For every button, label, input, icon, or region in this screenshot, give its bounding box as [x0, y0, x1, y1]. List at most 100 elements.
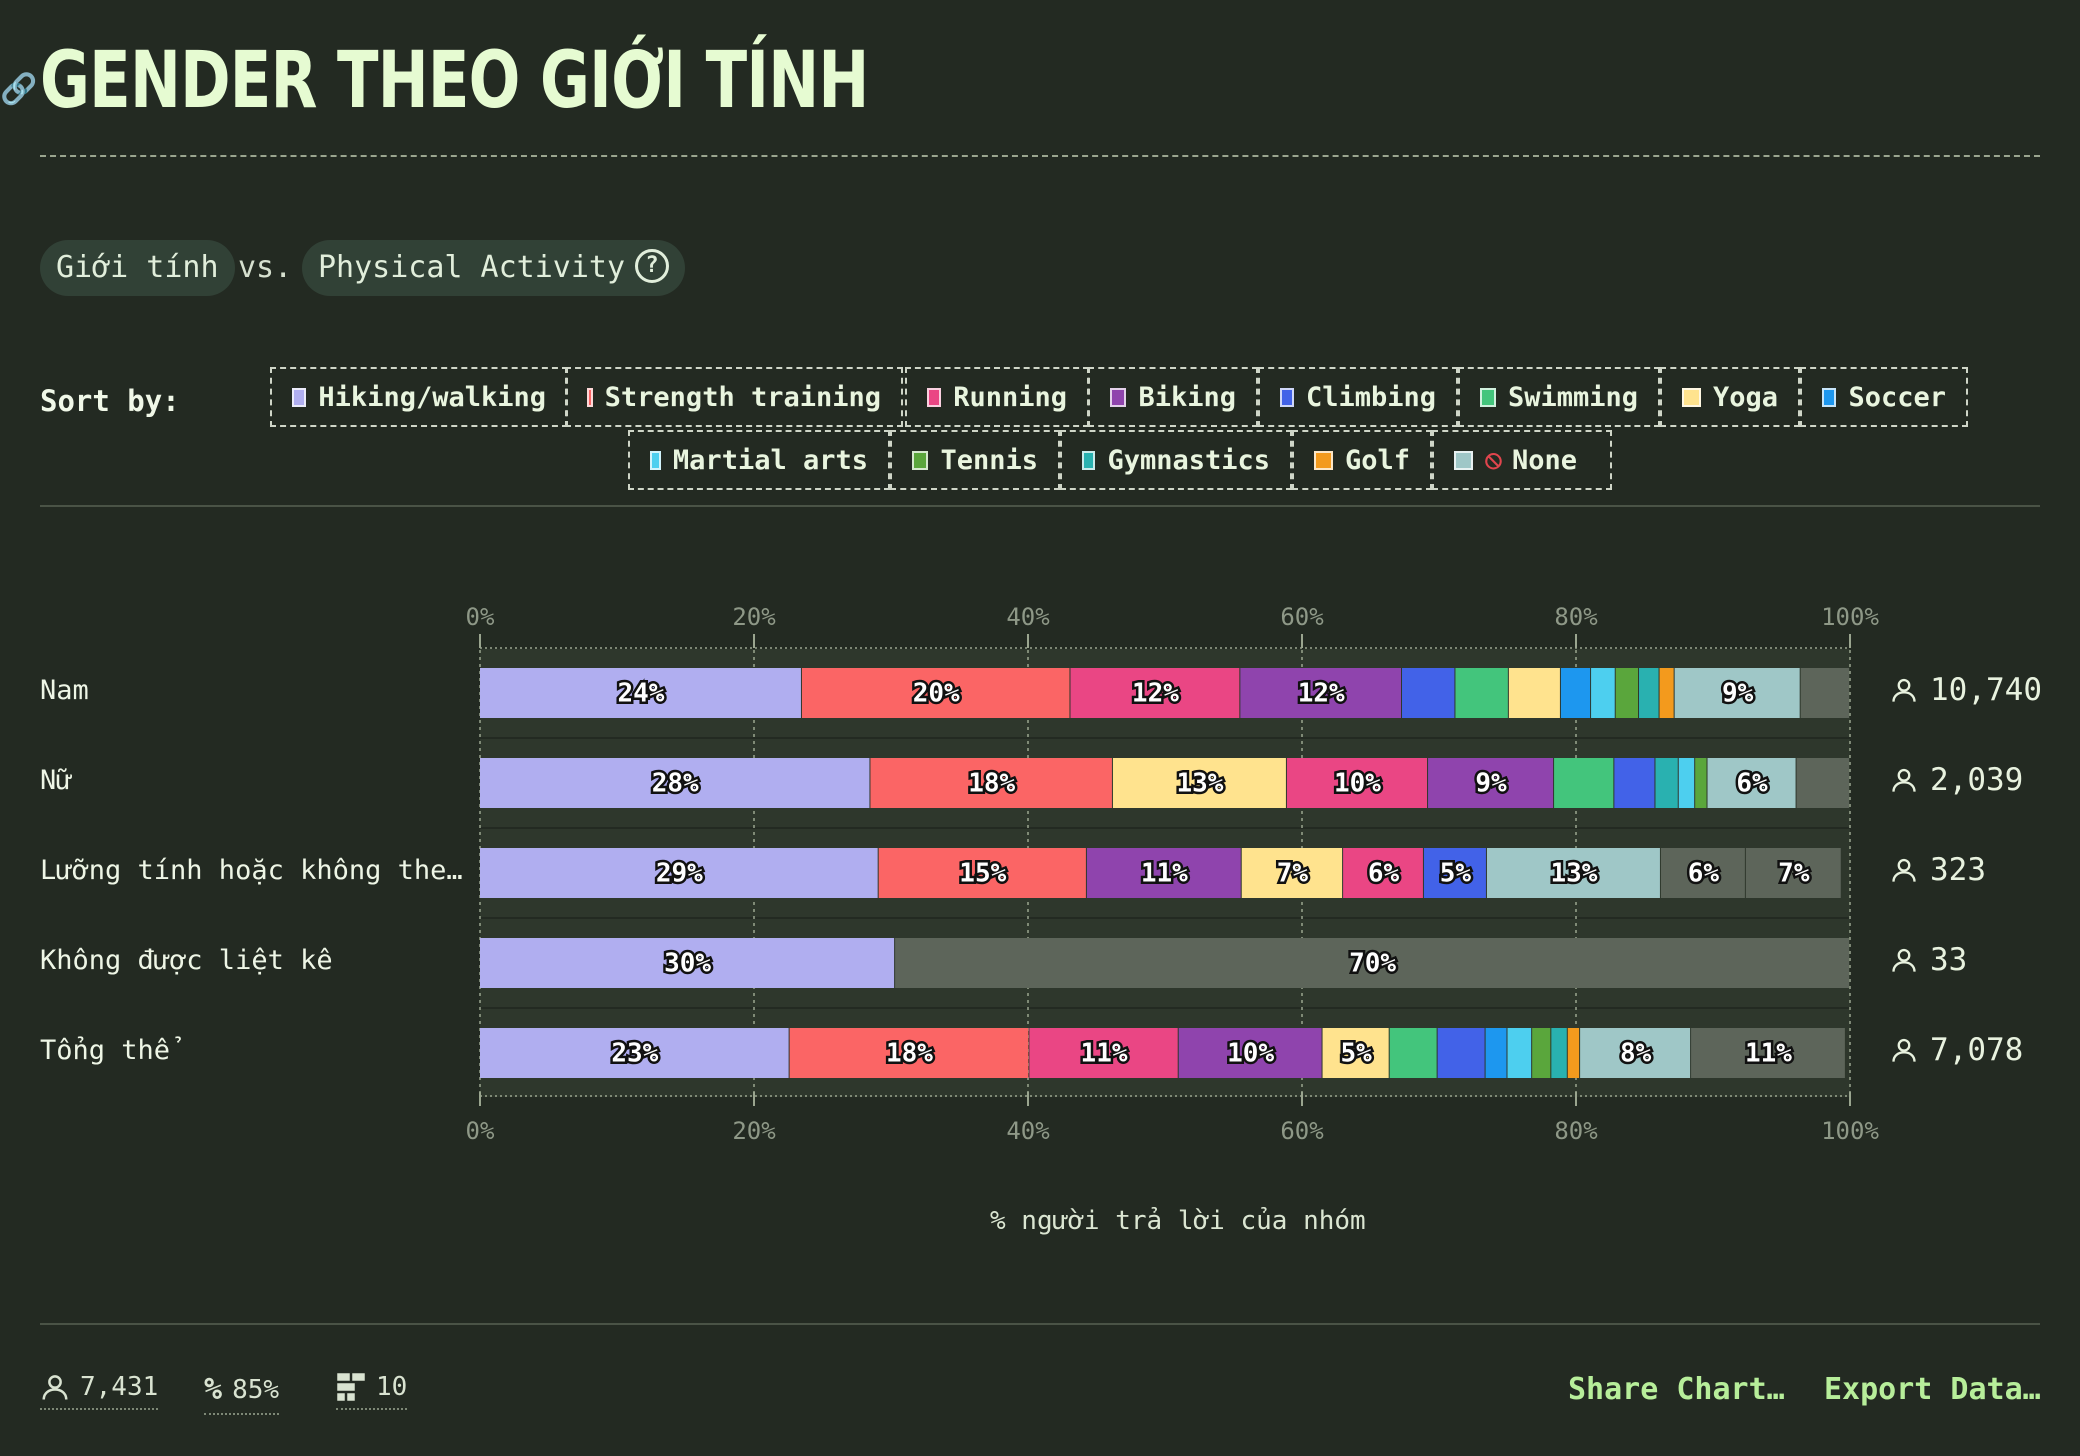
percent-stat[interactable]: % 85% — [204, 1372, 280, 1415]
sort-option-strength-training[interactable]: Strength training — [565, 367, 903, 427]
bar-data-label: 18% — [886, 1039, 933, 1069]
bar-segment — [1614, 758, 1655, 808]
bar-segment — [1800, 668, 1849, 718]
sort-option-gymnastics[interactable]: Gymnastics — [1060, 430, 1292, 490]
bar-segment — [1796, 758, 1849, 808]
bar-data-label: 6% — [1736, 769, 1768, 799]
sort-option-golf[interactable]: Golf — [1292, 430, 1432, 490]
row-count-value: 33 — [1930, 942, 1968, 978]
bar-segment — [1402, 668, 1455, 718]
sort-option-tennis[interactable]: Tennis — [890, 430, 1060, 490]
x-tick-label-top: 80% — [1554, 603, 1598, 631]
person-icon — [1892, 1038, 1916, 1062]
row-count: 323 — [1890, 852, 1986, 888]
x-tick-label-top: 20% — [732, 603, 776, 631]
row-count-value: 323 — [1930, 852, 1986, 888]
respondents-value: 7,431 — [80, 1372, 159, 1402]
row-count: 7,078 — [1890, 1032, 2023, 1068]
x-tick-label-bottom: 0% — [465, 1117, 495, 1145]
person-icon — [1892, 768, 1916, 792]
row-label: Không được liệt kê — [40, 945, 333, 976]
person-icon — [1892, 678, 1916, 702]
x-tick-label-bottom: 40% — [1006, 1117, 1050, 1145]
groups-stat[interactable]: 10 — [336, 1372, 408, 1410]
color-swatch — [1082, 450, 1096, 470]
sort-option-label: Running — [953, 381, 1067, 413]
sort-option-swimming[interactable]: Swimming — [1458, 367, 1660, 427]
bar-data-label: 10% — [1334, 769, 1381, 799]
respondents-stat[interactable]: 7,431 — [40, 1372, 159, 1410]
color-swatch — [587, 387, 593, 407]
groups-value: 10 — [376, 1372, 408, 1402]
bar-segment — [1508, 668, 1560, 718]
sort-option-label: Hiking/walking — [318, 381, 546, 413]
bar-segment — [1086, 848, 1241, 898]
sort-option-hiking-walking[interactable]: Hiking/walking — [270, 367, 568, 427]
bar-data-label: 11% — [1081, 1039, 1128, 1069]
bar-segment — [1029, 1028, 1178, 1078]
percent-icon: % — [204, 1372, 223, 1407]
sort-by-label: Sort by: — [40, 384, 180, 418]
x-tick-label-bottom: 80% — [1554, 1117, 1598, 1145]
row-count-value: 7,078 — [1930, 1032, 2024, 1068]
bar-segment — [1532, 1028, 1551, 1078]
page-title: GENDER THEO GIỚI TÍNH — [40, 36, 869, 126]
sort-option-running[interactable]: Running — [905, 367, 1089, 427]
row-count-value: 10,740 — [1930, 672, 2042, 708]
x-axis-title: % người trả lời của nhóm — [990, 1206, 1366, 1236]
share-chart-link[interactable]: Share Chart… — [1568, 1372, 1785, 1407]
sort-option-soccer[interactable]: Soccer — [1800, 367, 1968, 427]
x-tick-label-top: 100% — [1821, 603, 1879, 631]
x-tick-label-top: 60% — [1280, 603, 1324, 631]
bar-data-label: 70% — [1349, 949, 1396, 979]
bar-data-label: 12% — [1298, 679, 1345, 709]
bar-data-label: 15% — [959, 859, 1006, 889]
bar-segment — [1437, 1028, 1485, 1078]
bar-segment — [1560, 668, 1591, 718]
color-swatch — [1280, 387, 1294, 407]
bar-segment — [1112, 758, 1286, 808]
sort-option-label: Golf — [1344, 444, 1410, 476]
bar-segment — [1423, 848, 1486, 898]
bar-data-label: 28% — [652, 769, 699, 799]
link-icon[interactable]: 🔗 — [0, 72, 38, 107]
row-count: 2,039 — [1890, 762, 2023, 798]
sort-option-none[interactable]: ⦸ None — [1432, 430, 1612, 490]
color-swatch — [927, 387, 942, 407]
row-label: Nữ — [40, 765, 73, 796]
bar-segment — [1655, 758, 1678, 808]
bar-segment — [1178, 1028, 1322, 1078]
bar-data-label: 5% — [1440, 859, 1472, 889]
sort-option-label: Climbing — [1305, 381, 1436, 413]
bar-data-label: 7% — [1778, 859, 1810, 889]
bar-segment — [1615, 668, 1639, 718]
bar-data-label: 8% — [1620, 1039, 1652, 1069]
bar-segment — [870, 758, 1112, 808]
sort-option-yoga[interactable]: Yoga — [1660, 367, 1800, 427]
sort-option-biking[interactable]: Biking — [1088, 367, 1258, 427]
bar-segment — [1486, 848, 1660, 898]
export-data-link[interactable]: Export Data… — [1824, 1372, 2041, 1407]
help-icon[interactable]: ? — [635, 248, 670, 283]
sort-option-martial-arts[interactable]: Martial arts — [628, 430, 890, 490]
bar-segment — [480, 1028, 789, 1078]
bar-segment — [1567, 1028, 1580, 1078]
bar-segment — [1322, 1028, 1389, 1078]
bar-segment — [1241, 848, 1343, 898]
bar-segment — [1674, 668, 1800, 718]
sort-option-climbing[interactable]: Climbing — [1258, 367, 1458, 427]
bar-data-label: 10% — [1227, 1039, 1274, 1069]
sort-option-label: Yoga — [1712, 381, 1778, 413]
bar-data-label: 6% — [1368, 859, 1400, 889]
bar-segment — [1691, 1028, 1845, 1078]
color-swatch — [292, 387, 307, 407]
x-tick-label-bottom: 60% — [1280, 1117, 1324, 1145]
color-swatch — [1822, 387, 1837, 407]
dimension-right-pill[interactable]: Physical Activity? — [302, 240, 686, 296]
dimension-left-pill[interactable]: Giới tính — [40, 240, 235, 296]
bar-segment — [1240, 668, 1402, 718]
bar-segment — [1554, 758, 1614, 808]
bar-segment — [1660, 848, 1745, 898]
row-count-value: 2,039 — [1930, 762, 2024, 798]
